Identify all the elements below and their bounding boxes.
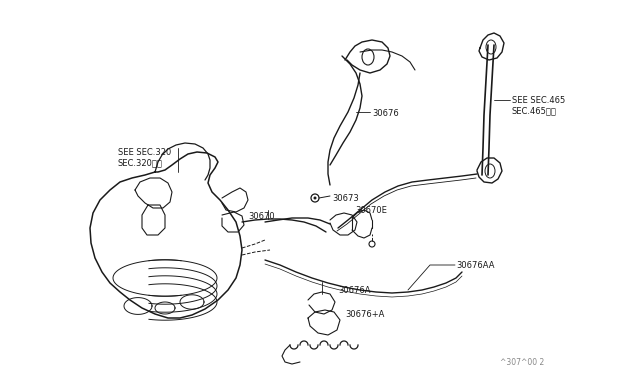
Text: SEE SEC.465: SEE SEC.465 xyxy=(512,96,565,105)
Text: 30676AA: 30676AA xyxy=(456,261,495,270)
Text: SEC.320参図: SEC.320参図 xyxy=(118,158,163,167)
Text: 30676: 30676 xyxy=(372,109,399,118)
Circle shape xyxy=(314,196,317,199)
Text: 30670: 30670 xyxy=(248,212,275,221)
Text: 30673: 30673 xyxy=(332,194,359,203)
Text: ^307^00 2: ^307^00 2 xyxy=(500,358,544,367)
Text: SEE SEC.320: SEE SEC.320 xyxy=(118,148,172,157)
Text: 30676A: 30676A xyxy=(338,286,371,295)
Text: 30670E: 30670E xyxy=(355,206,387,215)
Text: 30676+A: 30676+A xyxy=(345,310,385,319)
Text: SEC.465参照: SEC.465参照 xyxy=(512,106,557,115)
